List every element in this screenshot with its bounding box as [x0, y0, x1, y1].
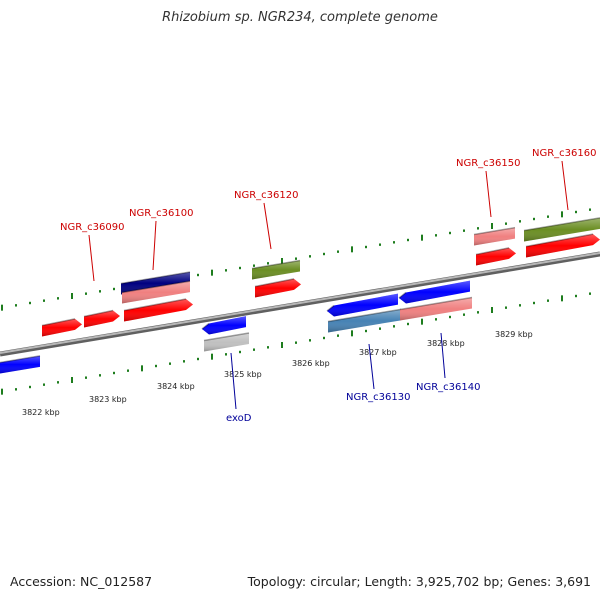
gene-arrow-shade	[327, 293, 398, 317]
gene-label: NGR_c36160	[532, 148, 597, 159]
map-title: Rhizobium sp. NGR234, complete genome	[162, 10, 438, 25]
gene-arrow-edge	[399, 296, 473, 311]
gene-arrow-shade	[526, 234, 600, 258]
label-leader-line	[440, 332, 446, 379]
gene-arrow-shade	[252, 260, 300, 280]
gene-label: NGR_c36100	[129, 208, 194, 219]
gene-label: NGR_c36130	[346, 392, 411, 403]
gene-label: NGR_c36150	[456, 158, 521, 169]
gene-arrow-shade	[524, 217, 600, 242]
gene-arrow-edge	[123, 298, 187, 312]
genome-stats-text: Topology: circular; Length: 3,925,702 bp…	[247, 574, 591, 589]
gene-arrow-edge	[326, 304, 335, 312]
gene-label: NGR_c36090	[60, 222, 125, 233]
label-leader-line	[88, 234, 95, 282]
gene-arrow-edge	[523, 217, 600, 232]
label-leader-line	[230, 352, 237, 410]
label-leader-line	[368, 343, 375, 390]
gene-arrow-shade	[202, 316, 246, 335]
gene-arrow-edge	[327, 308, 402, 323]
gene-arrow-edge	[121, 280, 191, 294]
gene-features	[0, 217, 600, 374]
gene-arrow-shade	[400, 297, 472, 321]
gene-arrow-shade	[121, 272, 190, 295]
gene-arrow-shade	[476, 247, 516, 266]
gene-arrow-edge	[398, 291, 407, 299]
gene-arrow-edge	[83, 309, 114, 318]
scale-label: 3828 kbp	[427, 339, 465, 348]
gene-arrow-shade	[328, 309, 401, 333]
gene-arrow-shade	[255, 278, 301, 298]
kbp-scale-labels: 3822 kbp 3823 kbp 3824 kbp 3825 kbp 3826 kbp…	[22, 330, 533, 417]
label-leader-line	[152, 220, 157, 271]
gene-arrow-shade	[124, 299, 193, 322]
gene-labels: NGR_c36090 NGR_c36100 NGR_c36120 NGR_c36150…	[60, 148, 597, 424]
gene-label: NGR_c36140	[416, 382, 481, 393]
gene-label: NGR_c36120	[234, 190, 299, 201]
gene-arrow-shade	[84, 310, 120, 328]
scale-label: 3822 kbp	[22, 408, 60, 417]
gene-arrow-edge	[473, 226, 516, 236]
gene-arrow-edge	[203, 332, 250, 342]
label-leader-line	[263, 202, 272, 250]
gene-arrow-edge	[120, 271, 191, 285]
accession-text: Accession: NC_012587	[10, 574, 153, 589]
gene-arrow-edge	[525, 233, 594, 248]
gene-arrow-shade	[399, 280, 470, 304]
label-leader-line	[485, 170, 492, 218]
gene-arrow-shade	[474, 227, 515, 246]
genome-backbone	[0, 251, 600, 357]
gene-arrow-edge	[251, 259, 301, 270]
scale-label: 3827 kbp	[359, 348, 397, 357]
scale-label: 3829 kbp	[495, 330, 533, 339]
scale-label: 3824 kbp	[157, 382, 195, 391]
gene-arrow-shade	[42, 318, 82, 337]
scale-label: 3825 kbp	[224, 370, 262, 379]
gene-arrow-edge	[254, 278, 295, 288]
gene-label: exoD	[226, 413, 252, 424]
scale-label: 3823 kbp	[89, 395, 127, 404]
label-leader-line	[561, 160, 569, 211]
gene-arrow-edge	[0, 355, 41, 364]
gene-arrow-edge	[41, 318, 76, 327]
scale-label: 3826 kbp	[292, 359, 330, 368]
gene-arrow-edge	[201, 322, 210, 330]
gene-arrow-shade	[204, 333, 249, 352]
gene-arrow-shade	[0, 355, 40, 374]
gene-arrow-shade	[122, 281, 190, 304]
gene-arrow-edge	[475, 247, 510, 256]
